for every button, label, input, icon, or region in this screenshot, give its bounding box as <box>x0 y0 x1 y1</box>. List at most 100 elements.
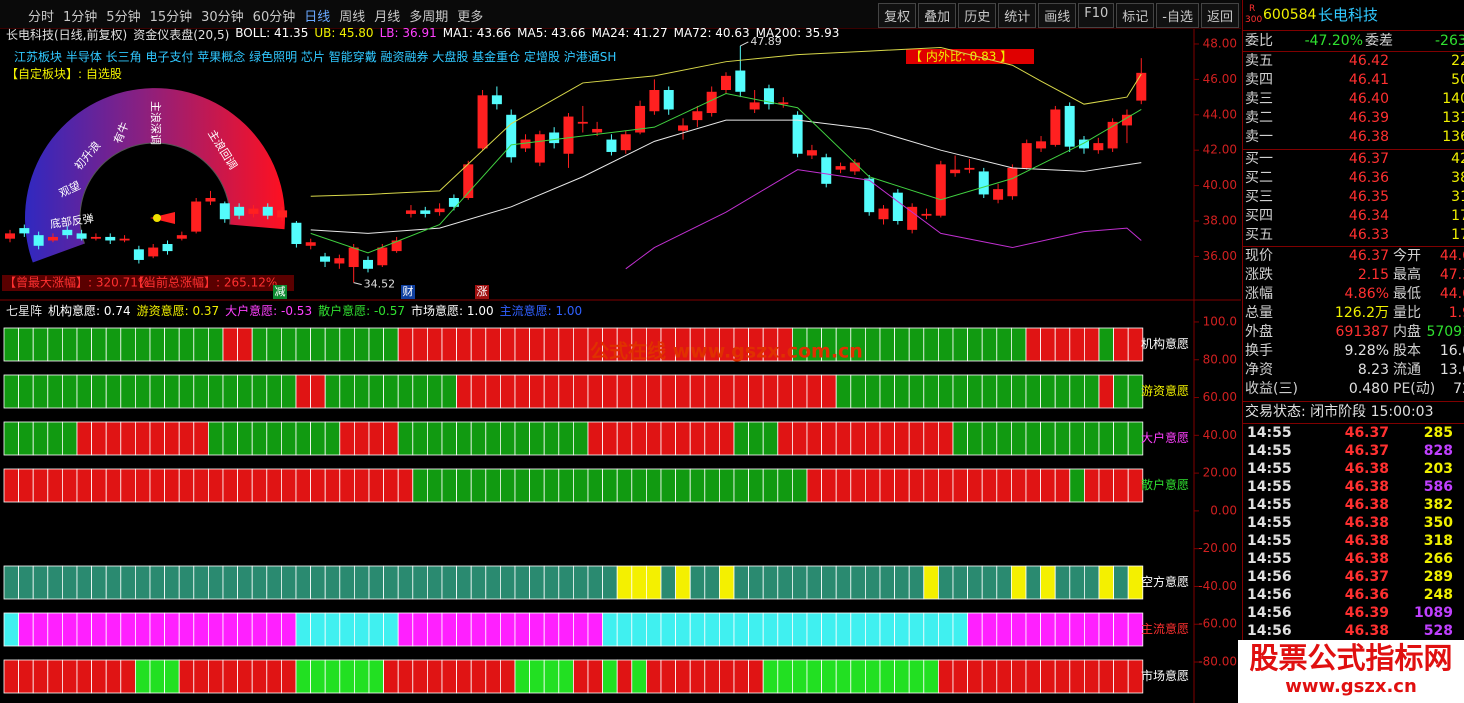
signal-cell <box>573 421 589 456</box>
signal-cell <box>602 659 618 694</box>
signal-cell <box>499 327 516 362</box>
event-badge <box>273 285 287 299</box>
period-tab[interactable]: 多周期 <box>409 10 449 25</box>
signal-cell <box>368 659 385 694</box>
signal-cell <box>719 659 735 694</box>
cell: 46.38 <box>1344 623 1389 639</box>
cell: 涨幅 <box>1245 286 1273 302</box>
signal-cell <box>996 659 1012 694</box>
toolbar-button[interactable]: 历史 <box>958 3 997 28</box>
period-tab[interactable]: 周线 <box>339 10 366 25</box>
high-mark: 47.89 <box>750 35 782 48</box>
signal-cell <box>529 659 545 694</box>
period-tab[interactable]: 30分钟 <box>201 10 244 25</box>
cell: 0.480 <box>1348 381 1389 397</box>
signal-cell <box>646 468 662 503</box>
signal-cell <box>149 659 166 694</box>
period-tab[interactable]: 15分钟 <box>149 10 193 25</box>
signal-cell <box>1113 659 1129 694</box>
signal-cell <box>207 374 224 409</box>
cell: 46.38 <box>1344 515 1389 531</box>
signal-cell <box>1054 565 1071 600</box>
info-item: MA1: 43.66 <box>442 26 512 40</box>
period-tab[interactable]: 更多 <box>457 10 484 25</box>
signal-cell <box>1098 374 1115 409</box>
toolbar-button[interactable]: 画线 <box>1038 3 1077 28</box>
period-tab[interactable]: 5分钟 <box>106 10 141 25</box>
signal-cell <box>105 565 122 600</box>
candle-body <box>434 208 445 213</box>
candle-body <box>978 171 989 195</box>
signal-cell <box>1011 468 1027 503</box>
cell: 今开 <box>1393 248 1421 264</box>
toolbar-button[interactable]: 标记 <box>1116 3 1155 28</box>
signal-cell <box>762 565 779 600</box>
signal-cell <box>938 374 954 409</box>
period-tab[interactable]: 60分钟 <box>252 10 296 25</box>
candle-body <box>1107 121 1118 149</box>
signal-cell <box>631 612 647 647</box>
signal-cell <box>719 374 735 409</box>
signal-cell <box>397 374 414 409</box>
signal-cell <box>952 659 969 694</box>
toolbar-button[interactable]: 返回 <box>1200 3 1239 28</box>
signal-cell <box>295 659 312 694</box>
concepts: 江苏板块 半导体 长三角 电子支付 苹果概念 绿色照明 芯片 智能穿戴 融资融券… <box>14 50 617 64</box>
signal-cell <box>996 565 1012 600</box>
signal-cell <box>368 468 385 503</box>
toolbar-button[interactable]: 统计 <box>998 3 1037 28</box>
signal-cell <box>719 421 735 456</box>
signal-cell <box>295 374 312 409</box>
inner-outer-ratio: 【 内外比: 0.83 】 <box>910 50 1012 64</box>
cell: 买五 <box>1245 227 1273 243</box>
info-item: MA5: 43.66 <box>517 26 586 40</box>
period-tab[interactable]: 日线 <box>304 10 331 25</box>
toolbar-button[interactable]: 叠加 <box>918 3 957 28</box>
cell: 46.40 <box>1348 91 1389 107</box>
signal-cell <box>748 565 764 600</box>
y-tick-label: -80.00 <box>1198 655 1237 669</box>
signal-cell <box>1054 468 1071 503</box>
signal-cell <box>923 612 939 647</box>
signal-cell <box>748 468 764 503</box>
signal-cell <box>573 374 589 409</box>
signal-cell <box>894 468 910 503</box>
toolbar-button[interactable]: -自选 <box>1156 3 1199 28</box>
signal-cell <box>587 374 604 409</box>
period-tab[interactable]: 1分钟 <box>63 10 98 25</box>
signal-cell <box>426 659 443 694</box>
candle-body <box>219 203 230 220</box>
toolbar-button[interactable]: F10 <box>1078 3 1115 28</box>
ratio-bg <box>906 49 1034 64</box>
signal-cell <box>339 565 355 600</box>
signal-cell <box>120 659 136 694</box>
signal-cell <box>558 565 574 600</box>
signal-cell <box>1113 468 1129 503</box>
signal-cell <box>981 374 998 409</box>
event-label: 财 <box>403 284 414 298</box>
cell: 131 <box>1442 110 1464 126</box>
tick-row: 14:56 46.38 528 <box>1243 622 1464 641</box>
y-tick-label: 44.00 <box>1203 107 1237 121</box>
signal-cell <box>412 421 428 456</box>
signal-cell <box>324 612 341 647</box>
signal-cell <box>762 612 779 647</box>
signal-cell <box>426 468 443 503</box>
signal-cell <box>1025 565 1042 600</box>
cell: 最高 <box>1393 267 1421 283</box>
period-tab[interactable]: 月线 <box>374 10 401 25</box>
signal-cell <box>470 468 487 503</box>
candle-body <box>806 150 817 156</box>
cell: 14:55 <box>1247 533 1292 549</box>
signal-cell <box>251 374 268 409</box>
candle-body <box>62 229 73 236</box>
period-tab[interactable]: 分时 <box>28 10 55 25</box>
cell: 248 <box>1423 587 1453 603</box>
toolbar-button[interactable]: 复权 <box>878 3 917 28</box>
signal-cell <box>689 659 706 694</box>
candle-body <box>491 95 502 105</box>
signal-cell <box>631 468 647 503</box>
signal-cell <box>499 421 516 456</box>
signal-cell <box>514 468 531 503</box>
